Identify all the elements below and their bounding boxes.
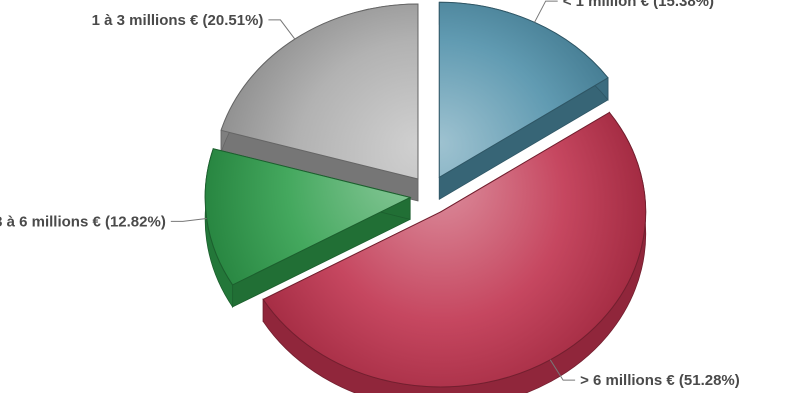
leader-line-gt-6-millions <box>549 359 576 381</box>
slice-label-lt-1-million: < 1 million € (15.38%) <box>563 0 714 10</box>
leader-line-1-to-3-millions <box>268 19 296 40</box>
pie-slice-top-lt-1-million <box>438 1 609 179</box>
slice-label-gt-6-millions: > 6 millions € (51.28%) <box>580 372 740 389</box>
leader-line-3-to-6-millions <box>170 218 207 222</box>
pie-slice-top-1-to-3-millions <box>220 3 419 180</box>
slice-label-1-to-3-millions: 1 à 3 millions € (20.51%) <box>92 12 264 29</box>
pie-slice-lt-1-million <box>438 1 609 200</box>
slice-label-3-to-6-millions: 3 à 6 millions € (12.82%) <box>0 213 166 230</box>
leader-line-lt-1-million <box>534 0 558 23</box>
pie-slice-3-to-6-millions <box>204 148 412 309</box>
pie-slice-1-to-3-millions <box>220 3 419 202</box>
pie-slice-top-3-to-6-millions <box>204 148 412 286</box>
pie-slice-gt-6-millions <box>262 111 647 393</box>
